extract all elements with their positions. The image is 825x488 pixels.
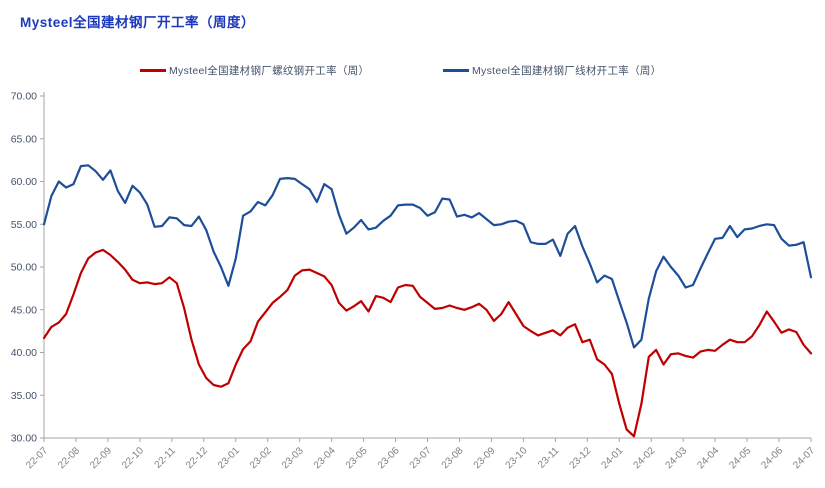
x-tick-label: 22-12 <box>184 445 210 471</box>
x-tick-label: 23-10 <box>504 445 530 471</box>
y-tick-label: 35.00 <box>11 390 37 402</box>
legend-item-rebar: Mysteel全国建材钢厂螺纹钢开工率（周） <box>140 62 369 78</box>
x-tick-label: 24-04 <box>695 445 721 471</box>
y-tick-label: 55.00 <box>11 219 37 231</box>
x-tick-label: 23-11 <box>536 445 562 471</box>
y-tick-label: 50.00 <box>11 262 37 274</box>
x-tick-label: 23-02 <box>248 445 274 471</box>
x-tick-label: 23-09 <box>472 445 498 471</box>
x-tick-label: 24-02 <box>631 445 657 471</box>
x-tick-label: 23-05 <box>344 445 370 471</box>
x-tick-label: 24-06 <box>759 445 785 471</box>
x-tick-label: 24-07 <box>791 445 817 471</box>
x-tick-label: 23-08 <box>440 445 466 471</box>
y-tick-label: 45.00 <box>11 304 37 316</box>
y-tick-label: 65.00 <box>11 133 37 145</box>
y-tick-label: 40.00 <box>11 347 37 359</box>
y-tick-label: 60.00 <box>11 176 37 188</box>
y-tick-label: 30.00 <box>11 433 37 445</box>
chart-title: Mysteel全国建材钢厂开工率（周度） <box>20 15 256 30</box>
legend-line-swatch-rebar <box>140 68 166 72</box>
series-line-wire <box>42 164 813 349</box>
x-tick-label: 23-06 <box>376 445 402 471</box>
legend: Mysteel全国建材钢厂螺纹钢开工率（周） Mysteel全国建材钢厂线材开工… <box>0 62 825 80</box>
x-tick-label: 22-11 <box>153 445 179 471</box>
x-tick-label: 24-03 <box>663 445 689 471</box>
x-tick-label: 22-08 <box>56 445 82 471</box>
series-line-rebar <box>42 248 813 438</box>
legend-label-rebar: Mysteel全国建材钢厂螺纹钢开工率（周） <box>169 64 370 77</box>
x-tick-label: 24-01 <box>600 445 626 471</box>
x-tick-label: 23-07 <box>408 445 434 471</box>
x-tick-label: 24-05 <box>727 445 753 471</box>
x-tick-label: 22-07 <box>24 445 50 471</box>
x-tick-label: 22-09 <box>88 445 114 471</box>
y-tick-label: 70.00 <box>11 91 37 103</box>
x-tick-label: 23-03 <box>280 445 306 471</box>
legend-label-wire: Mysteel全国建材钢厂线材开工率（周） <box>472 64 662 77</box>
x-tick-label: 22-10 <box>120 445 146 471</box>
x-tick-label: 23-01 <box>216 445 242 471</box>
legend-line-swatch-wire <box>443 68 469 72</box>
x-tick-label: 23-04 <box>312 445 338 471</box>
x-tick-label: 23-12 <box>568 445 594 471</box>
legend-item-wire: Mysteel全国建材钢厂线材开工率（周） <box>443 62 661 78</box>
